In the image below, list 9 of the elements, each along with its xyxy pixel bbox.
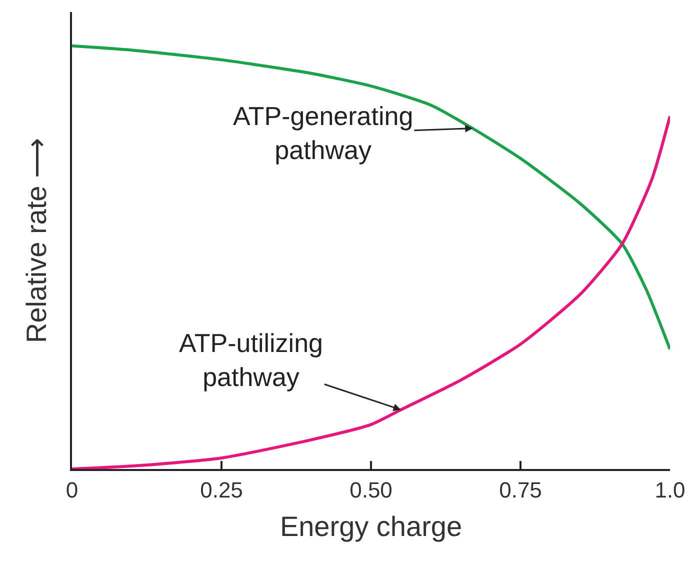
x-tick-label: 1.0 bbox=[654, 477, 686, 502]
x-tick-label: 0.25 bbox=[200, 477, 243, 502]
x-tick-label: 0.75 bbox=[499, 477, 542, 502]
x-tick-label: 0.50 bbox=[350, 477, 392, 502]
y-axis-title: Relative rate ⟶ bbox=[21, 138, 52, 343]
x-tick-label: 0 bbox=[66, 477, 78, 502]
annotation: ATP-utilizing pathway bbox=[179, 328, 324, 392]
annotation: ATP-generating pathway bbox=[233, 101, 414, 165]
x-axis-title: Energy charge bbox=[280, 511, 462, 542]
